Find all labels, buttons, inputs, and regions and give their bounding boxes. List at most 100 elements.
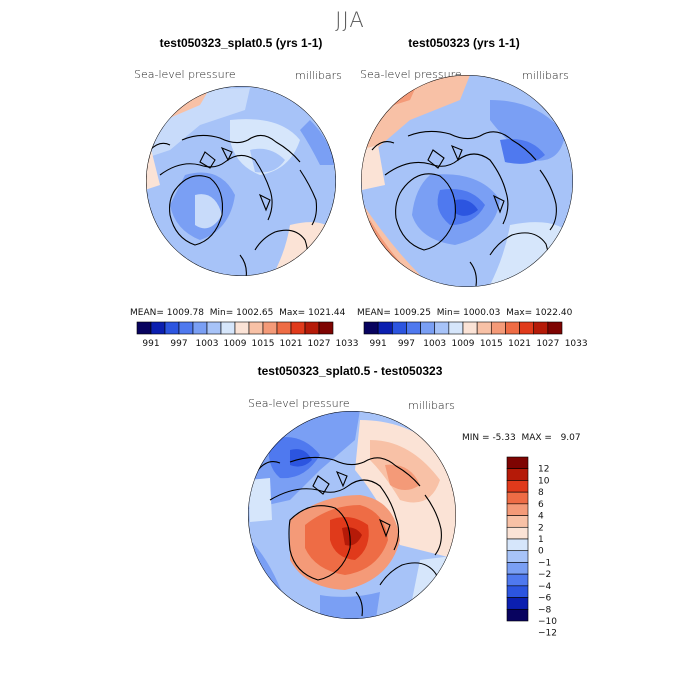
difference-colorbar-tick-label: −10: [538, 617, 557, 627]
panel-2-title: test050323 (yrs 1-1): [408, 36, 520, 50]
panel-2-colorbar-tick-label: 1033: [565, 339, 588, 349]
panel-1-colorbar-tick-label: 1003: [196, 339, 219, 349]
panel-1-variable-label: Sea-level pressure: [134, 68, 236, 81]
panel-2-colorbar-swatch-8: [476, 321, 492, 335]
difference-colorbar-swatch-4: [506, 503, 529, 516]
difference-colorbar-tick-label: −2: [538, 570, 551, 580]
panel-1-colorbar-swatch-13: [318, 321, 334, 335]
panel-2-stats: MEAN= 1009.25 Min= 1000.03 Max= 1022.40: [357, 308, 572, 318]
panel-2-min-label: Min=: [436, 308, 461, 318]
panel-2-colorbar-swatch-1: [377, 321, 393, 335]
panel-2-colorbar-swatch-2: [391, 321, 407, 335]
difference-colorbar-tick-label: −4: [538, 582, 552, 592]
panel-2-max-label: Max=: [506, 308, 533, 318]
panel-2-colorbar-tick-label: 1015: [480, 339, 503, 349]
difference-colorbar-swatch-6: [506, 526, 529, 540]
panel-1-coastlines: [149, 134, 318, 276]
difference-colorbar-swatch-0: [506, 456, 529, 470]
panel-2-colorbar-tick-label: 1003: [423, 339, 446, 349]
panel-1-colorbar-tick-label: 1009: [224, 339, 247, 349]
panel-1-colorbar-tick-label: 1015: [252, 339, 275, 349]
panel-2-units-label: millibars: [522, 69, 569, 82]
difference-max-label: MAX =: [521, 433, 552, 443]
panel-1-colorbar-swatch-11: [290, 321, 306, 335]
panel-1-colorbar-tick-label: 991: [142, 339, 159, 349]
panel-2-colorbar-tick-label: 1009: [452, 339, 475, 349]
panel-1-colorbar: 991 997 1003 1009 1015 1021 1027 1033: [136, 321, 359, 349]
panel-2-colorbar-swatch-13: [547, 321, 563, 335]
panel-2-variable-label: Sea-level pressure: [360, 68, 462, 81]
difference-colorbar-tick-label: −6: [538, 594, 552, 604]
panel-2-min-value: 1000.03: [463, 308, 501, 318]
difference-min-label: MIN =: [462, 433, 490, 443]
panel-2-colorbar-tick-label: 991: [370, 339, 387, 349]
panel-2-colorbar-swatch-7: [462, 321, 478, 335]
panel-1-colorbar-tick-label: 997: [170, 339, 187, 349]
panel-2-colorbar-tick-label: 1021: [508, 339, 531, 349]
panel-2-colorbar: 991 997 1003 1009 1015 1021 1027 1033: [363, 321, 588, 349]
difference-colorbar-swatch-8: [506, 550, 529, 563]
panel-1-mean-value: 1009.78: [166, 308, 204, 318]
panel-2-colorbar-swatch-3: [406, 321, 421, 335]
panel-1-title: test050323_splat0.5 (yrs 1-1): [159, 36, 323, 50]
panel-1-colorbar-tick-label: 1033: [336, 339, 359, 349]
panel-1-colorbar-swatch-10: [276, 321, 292, 335]
panel-1-min-value: 1002.65: [236, 308, 274, 318]
panel-2-mean-label: MEAN=: [357, 308, 391, 318]
difference-map: [248, 411, 456, 619]
panel-2-mean-value: 1009.25: [393, 308, 431, 318]
difference-units-label: millibars: [408, 399, 455, 412]
difference-colorbar-tick-label: 4: [538, 512, 544, 522]
difference-colorbar-tick-label: 10: [538, 476, 550, 486]
difference-colorbar-swatch-5: [506, 515, 529, 528]
difference-colorbar-tick-label: 8: [538, 488, 544, 498]
difference-colorbar-tick-label: 1: [538, 535, 544, 545]
panel-1-colorbar-swatch-7: [234, 321, 250, 335]
panel-1-mean-label: MEAN=: [130, 308, 164, 318]
panel-2-coastlines: [371, 130, 557, 287]
difference-colorbar-swatch-11: [506, 585, 529, 598]
panel-1-colorbar-swatch-1: [150, 321, 166, 335]
panel-2-colorbar-swatch-12: [533, 321, 549, 335]
panel-1-colorbar-tick-label: 1021: [280, 339, 303, 349]
difference-max-value: 9.07: [560, 433, 581, 443]
panel-2-max-value: 1022.40: [535, 308, 573, 318]
season-title: JJA: [335, 8, 365, 32]
panel-1-stats: MEAN= 1009.78 Min= 1002.65 Max= 1021.44: [130, 308, 345, 318]
difference-variable-label: Sea-level pressure: [248, 397, 350, 410]
difference-title: test050323_splat0.5 - test050323: [257, 364, 443, 378]
panel-1-colorbar-swatch-5: [206, 321, 222, 335]
panel-2-colorbar-tick-label: 997: [398, 339, 415, 349]
difference-colorbar-tick-label: −12: [538, 629, 557, 639]
panel-1-colorbar-swatch-4: [192, 321, 208, 335]
panel-1-colorbar-tick-label: 1027: [308, 339, 331, 349]
panel-1-colorbar-swatch-6: [220, 321, 236, 335]
difference-colorbar-swatch-7: [506, 538, 529, 552]
difference-colorbar-tick-label: 0: [538, 547, 544, 557]
difference-colorbar-swatch-10: [506, 573, 529, 587]
difference-colorbar-tick-label: 2: [538, 523, 544, 533]
panel-1-colorbar-swatch-12: [304, 321, 320, 335]
difference-colorbar-swatch-12: [506, 597, 529, 610]
panel-1-max-value: 1021.44: [308, 308, 346, 318]
difference-colorbar-tick-label: −1: [538, 558, 551, 568]
panel-1-min-label: Min=: [209, 308, 234, 318]
difference-colorbar-tick-label: 12: [538, 465, 549, 475]
panel-2-map: [361, 75, 573, 287]
panel-2-colorbar-swatch-0: [363, 321, 379, 335]
panel-1-units-label: millibars: [295, 69, 342, 82]
panel-2-colorbar-tick-label: 1027: [536, 339, 559, 349]
difference-colorbar-swatch-2: [506, 480, 529, 493]
difference-colorbar-swatch-9: [506, 562, 529, 575]
panel-2-colorbar-swatch-6: [448, 321, 464, 335]
difference-stats: MIN = -5.33 MAX = 9.07: [462, 433, 581, 443]
panel-1-colorbar-swatch-0: [136, 321, 152, 335]
difference-min-value: -5.33: [492, 433, 516, 443]
panel-2-colorbar-swatch-10: [505, 321, 520, 335]
difference-colorbar-swatch-3: [506, 491, 529, 505]
panel-1-colorbar-swatch-9: [262, 321, 278, 335]
panel-1-colorbar-swatch-2: [164, 321, 180, 335]
difference-colorbar-swatch-1: [506, 468, 529, 481]
